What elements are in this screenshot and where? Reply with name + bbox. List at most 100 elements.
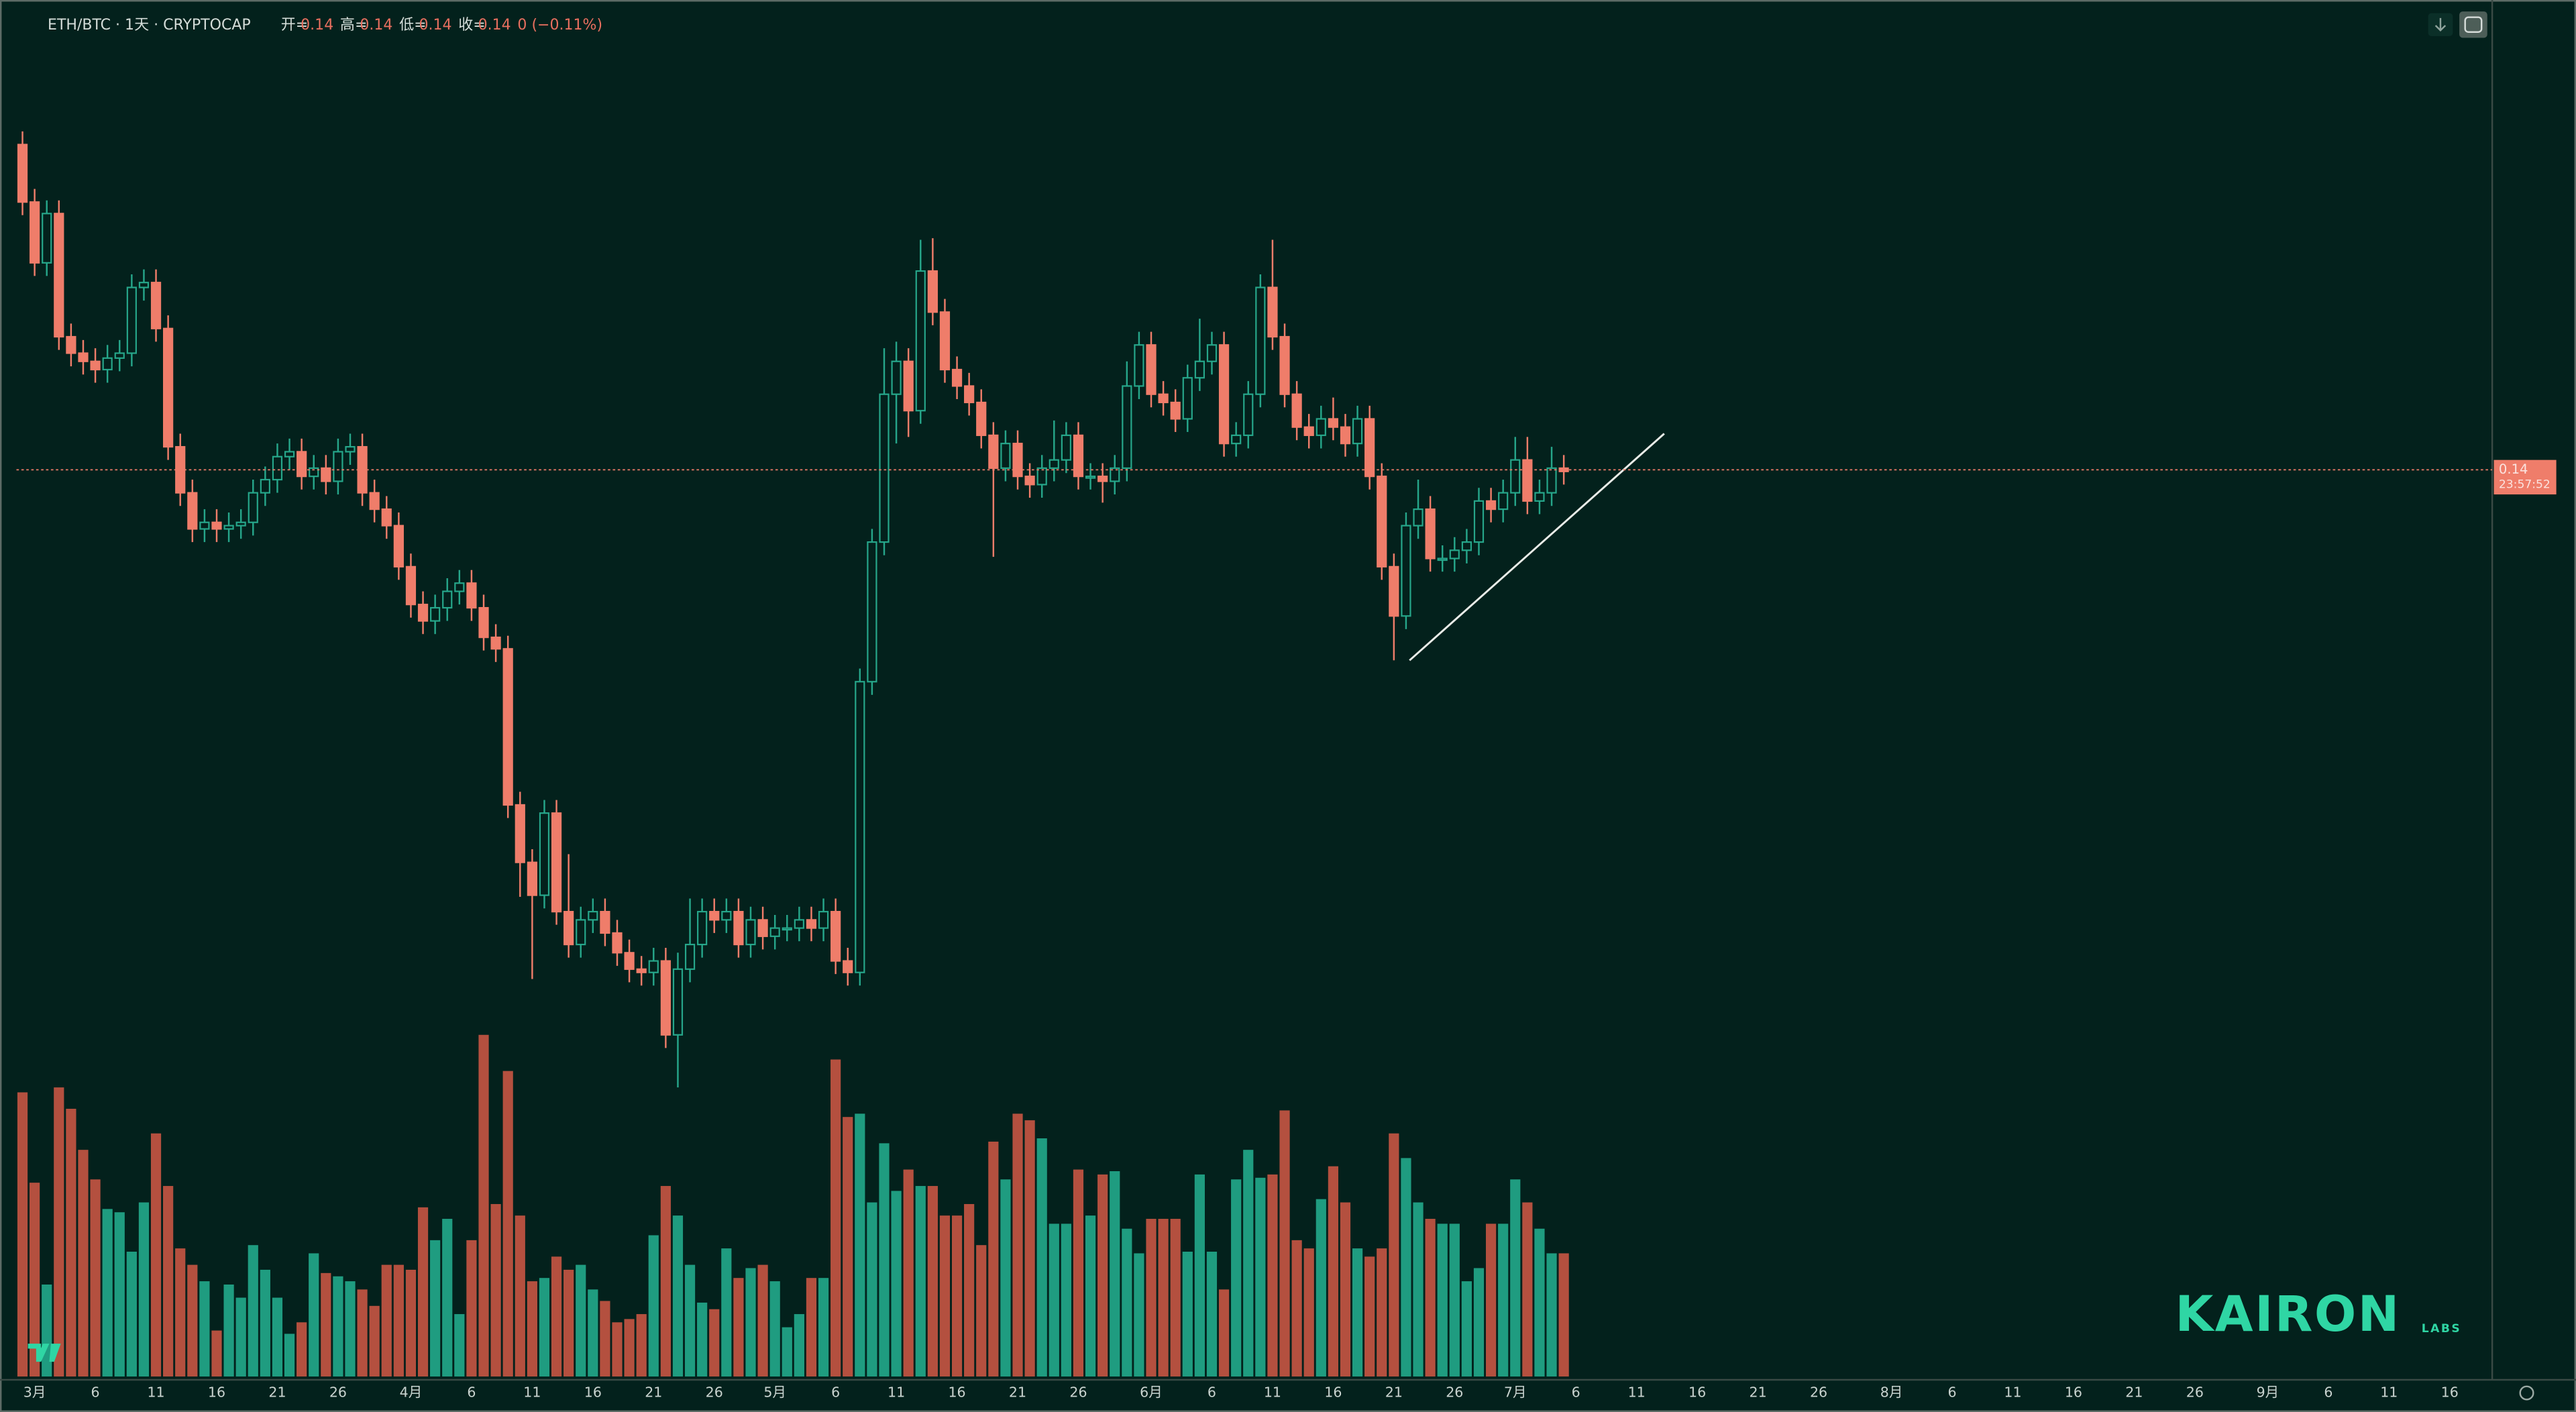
candle-body: [150, 282, 162, 329]
volume-bar: [927, 1186, 938, 1377]
volume-bar: [1255, 1177, 1266, 1377]
header-buttons: [2428, 11, 2487, 38]
volume-bar: [794, 1314, 804, 1377]
x-tick-label: 26: [706, 1384, 723, 1401]
candle-body: [1122, 385, 1132, 470]
x-tick-label: 21: [268, 1384, 286, 1401]
volume-bar: [1110, 1171, 1120, 1377]
candle-body: [1267, 286, 1278, 338]
candle-body: [1000, 443, 1011, 470]
candle-body: [1218, 344, 1230, 445]
candle-body: [66, 335, 76, 354]
volume-bar: [369, 1305, 380, 1377]
volume-bar: [248, 1245, 258, 1377]
volume-bar: [527, 1281, 537, 1377]
candle-body: [272, 455, 283, 481]
candle-body: [90, 360, 101, 371]
x-tick-label: 16: [1324, 1384, 1342, 1401]
volume-bar: [1061, 1224, 1071, 1377]
candle-body: [1085, 476, 1096, 479]
candle-body: [1461, 541, 1472, 551]
candle-body: [855, 681, 865, 973]
candle-body: [709, 910, 720, 921]
candle-body: [951, 368, 963, 387]
candle-body: [138, 282, 150, 288]
candle-body: [1134, 344, 1144, 387]
x-tick-label: 3月: [23, 1384, 46, 1401]
volume-bar: [1279, 1110, 1290, 1377]
volume-bar: [1097, 1174, 1108, 1377]
volume-bar: [42, 1284, 52, 1377]
candle-body: [30, 201, 40, 264]
volume-bar: [709, 1309, 720, 1377]
candle-body: [345, 445, 356, 453]
x-tick-label: 16: [948, 1384, 965, 1401]
candle-body: [199, 521, 210, 530]
x-tick-label: 16: [584, 1384, 602, 1401]
volume-bar: [915, 1186, 926, 1377]
volume-bar: [272, 1297, 283, 1377]
volume-bar: [1146, 1219, 1157, 1377]
candle-body: [527, 861, 537, 896]
candle-body: [1146, 344, 1157, 395]
candle-body: [891, 360, 902, 395]
volume-bar: [660, 1186, 671, 1377]
volume-bar: [1194, 1174, 1205, 1377]
candle-body: [1279, 335, 1290, 395]
settings-button[interactable]: [2459, 11, 2487, 38]
volume-bar: [636, 1314, 647, 1377]
volume-bar: [454, 1314, 465, 1377]
x-tick-label: 16: [208, 1384, 225, 1401]
candle-body: [1194, 360, 1205, 379]
volume-bar: [138, 1202, 150, 1377]
volume-bar: [1437, 1224, 1448, 1377]
x-tick-label: 6: [91, 1384, 100, 1401]
volume-bar: [964, 1203, 975, 1377]
candle-body: [211, 521, 222, 530]
settings-gear[interactable]: [2519, 1385, 2534, 1401]
volume-bar: [126, 1251, 137, 1377]
x-tick-label: 6月: [1140, 1384, 1163, 1401]
trend-line: [1409, 433, 1665, 661]
x-tick-label: 7月: [1504, 1384, 1527, 1401]
x-tick-label: 11: [1264, 1384, 1281, 1401]
candle-body: [1510, 459, 1521, 494]
volume-bar: [1328, 1166, 1338, 1377]
candle-body: [442, 590, 453, 609]
candle-body: [769, 927, 780, 937]
volume-bar: [405, 1269, 417, 1377]
volume-bar: [1243, 1150, 1254, 1377]
volume-bar: [1558, 1253, 1569, 1377]
candle-body: [1231, 434, 1242, 445]
volume-bar: [490, 1203, 501, 1377]
volume-bar: [260, 1269, 270, 1377]
candle-body: [381, 508, 392, 527]
candle-body: [588, 910, 598, 921]
symbol-title: ETH/BTC · 1天 · CRYPTOCAP: [48, 17, 251, 34]
volume-bar: [1036, 1138, 1047, 1377]
candle-body: [1316, 418, 1326, 437]
x-tick-label: 26: [1069, 1384, 1087, 1401]
candle-body: [1061, 434, 1071, 461]
candle-body: [818, 910, 829, 929]
volume-bar: [588, 1289, 598, 1377]
candle-body: [564, 910, 574, 946]
volume-bar: [843, 1117, 853, 1377]
candle-body: [806, 919, 817, 929]
volume-bar: [672, 1215, 684, 1377]
volume-bar: [1291, 1240, 1302, 1377]
volume-bar: [1218, 1289, 1230, 1377]
volume-bar: [1510, 1179, 1521, 1377]
x-tick-label: 9月: [2257, 1384, 2279, 1401]
volume-bar: [600, 1301, 610, 1377]
x-tick-label: 26: [329, 1384, 347, 1401]
x-tick-label: 11: [147, 1384, 164, 1401]
candle-body: [915, 270, 926, 412]
candle-body: [235, 521, 246, 527]
candle-body: [927, 270, 938, 313]
candle-body: [466, 582, 477, 609]
candle-body: [612, 932, 623, 954]
candle-body: [78, 352, 89, 362]
candle-body: [1097, 476, 1108, 482]
